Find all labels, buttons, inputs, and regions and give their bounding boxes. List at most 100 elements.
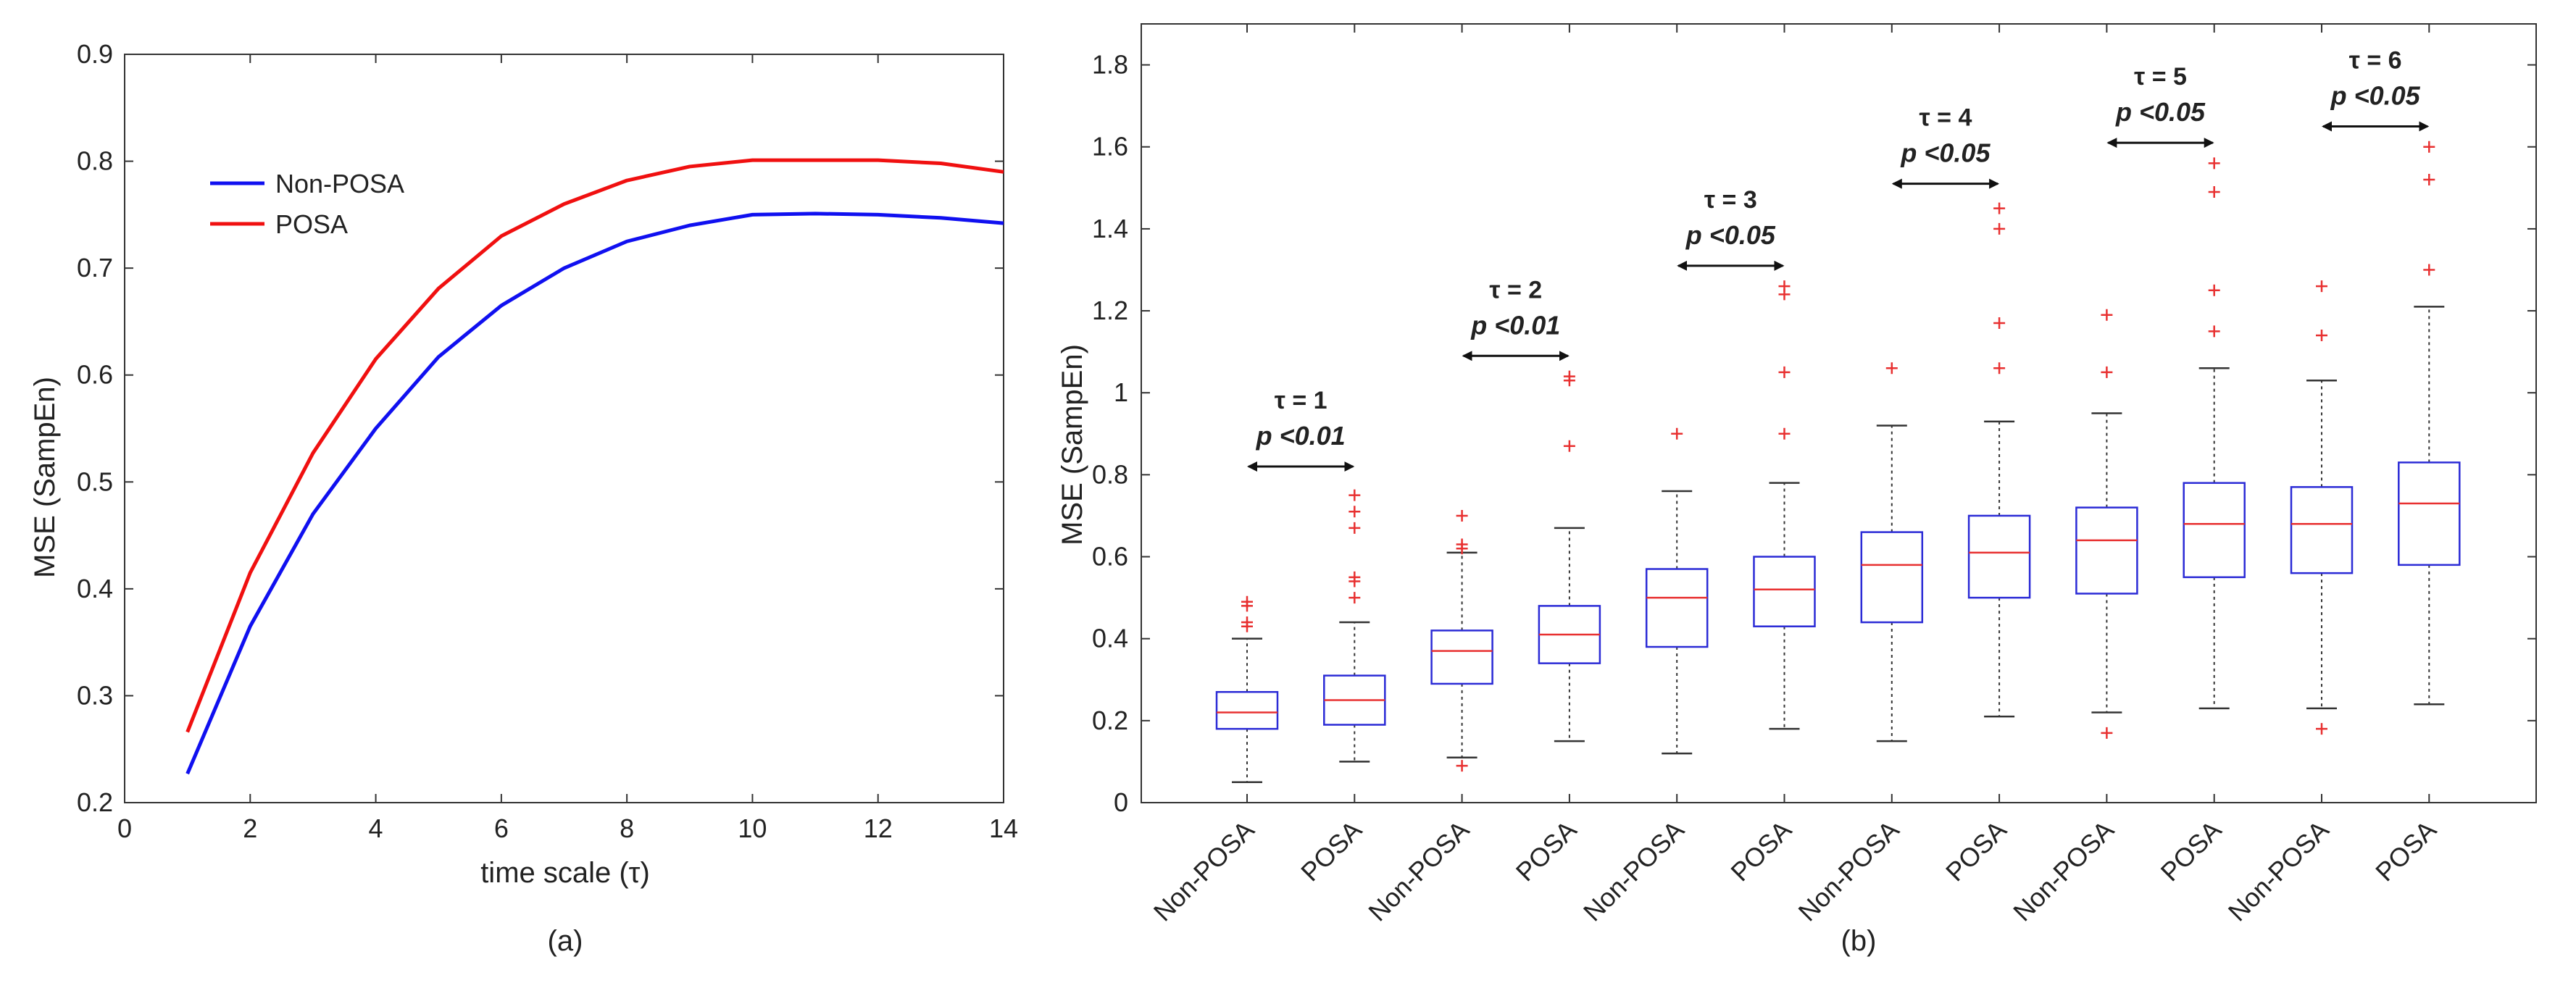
y-tick-label: 1.4 <box>1092 214 1128 243</box>
box-iqr <box>1967 514 2031 599</box>
x-tick-label: POSA <box>1725 815 1797 887</box>
y-tick-label: 0.8 <box>77 146 113 176</box>
box-outlier-marker <box>1993 317 2006 330</box>
panel-a-label: (a) <box>548 925 583 957</box>
y-tick-label: 0.8 <box>1092 459 1128 489</box>
box-iqr <box>1215 690 1279 730</box>
box-outlier-marker <box>1885 362 1898 375</box>
series-line-non-posa <box>186 212 1004 775</box>
box-outlier-marker <box>2316 723 2327 735</box>
panel-a-ylabel: MSE (SampEn) <box>29 377 61 578</box>
y-tick-label: 0 <box>1114 787 1128 817</box>
y-tick-label: 0.5 <box>77 467 113 496</box>
x-tick-label: POSA <box>1940 815 2012 887</box>
panel-a: 0 2 4 6 8 10 12 14 0.2 0.3 0.4 0.5 0.6 0.7 0.8 0.9 Non-P… <box>29 39 1018 957</box>
box-outlier-marker <box>1993 222 2006 235</box>
box-outlier-marker <box>1456 538 1468 551</box>
box-iqr <box>1430 629 1493 685</box>
annotation-tau: τ = 1 <box>1275 387 1327 414</box>
box-outlier-marker <box>1349 592 1361 604</box>
y-tick-label: 0.3 <box>77 680 113 710</box>
panel-a-plot-area: 0 2 4 6 8 10 12 14 0.2 0.3 0.4 0.5 0.6 0.7 0.8 0.9 Non-P… <box>77 39 1018 843</box>
box-outlier-marker <box>1778 366 1791 378</box>
box-iqr <box>2398 461 2461 566</box>
x-tick-label: Non-POSA <box>1362 815 1475 927</box>
x-tick-label: 2 <box>243 813 257 843</box>
box-outlier-marker <box>1993 202 2006 214</box>
box-outlier-marker <box>1241 595 1253 608</box>
x-tick-label: 4 <box>369 813 383 843</box>
annotation-p-value: p <0.05 <box>2115 97 2206 127</box>
x-tick-label: POSA <box>2155 815 2227 887</box>
panel-b-label: (b) <box>1841 925 1877 957</box>
box-outlier-marker <box>1778 280 1791 293</box>
box-outlier-marker <box>1349 506 1361 518</box>
box-outlier-marker <box>2423 264 2435 276</box>
x-tick-label: Non-POSA <box>1148 815 1260 927</box>
x-tick-label: POSA <box>2369 815 2442 887</box>
box-iqr <box>1645 568 1709 648</box>
annotation-tau: τ = 2 <box>1489 276 1542 304</box>
box-outlier-marker <box>2101 366 2113 378</box>
x-tick-label: 6 <box>494 813 509 843</box>
box-outlier-marker <box>2208 284 2220 296</box>
annotation-p-value: p <0.01 <box>1470 310 1560 340</box>
box-outlier-marker <box>1563 440 1575 452</box>
panel-a-axes-box <box>124 54 1004 803</box>
box-iqr <box>1860 531 1924 624</box>
legend-label: Non-POSA <box>275 169 404 198</box>
y-tick-label: 0.9 <box>77 39 113 69</box>
y-tick-label: 0.6 <box>77 360 113 390</box>
y-tick-label: 1.8 <box>1092 50 1128 80</box>
box-outlier-marker <box>1349 489 1361 501</box>
box-iqr <box>1753 556 1816 627</box>
y-tick-label: 0.7 <box>77 253 113 283</box>
box-outlier-marker <box>1993 362 2006 375</box>
box-iqr <box>2290 486 2354 574</box>
y-tick-label: 1.6 <box>1092 132 1128 162</box>
box-outlier-marker <box>1349 571 1361 583</box>
x-tick-label: Non-POSA <box>2222 815 2335 927</box>
annotation-tau: τ = 5 <box>2134 63 2187 91</box>
annotation-p-value: p <0.05 <box>1685 220 1776 250</box>
series-line-posa <box>186 158 1004 733</box>
annotation-p-value: p <0.05 <box>1900 138 1991 168</box>
x-tick-label: 0 <box>117 813 132 843</box>
x-tick-label: Non-POSA <box>2007 815 2119 927</box>
y-tick-label: 1 <box>1114 377 1128 407</box>
box-outlier-marker <box>1349 522 1361 534</box>
y-tick-label: 0.4 <box>77 574 113 603</box>
y-tick-label: 0.6 <box>1092 542 1128 572</box>
box-outlier-marker <box>2101 727 2113 739</box>
panel-a-xlabel: time scale (τ) <box>480 857 650 889</box>
x-tick-label: POSA <box>1295 815 1367 887</box>
annotation-tau: τ = 6 <box>2349 46 2402 74</box>
y-tick-label: 0.2 <box>77 787 113 817</box>
annotation-tau: τ = 3 <box>1704 186 1757 214</box>
y-tick-label: 1.2 <box>1092 296 1128 325</box>
x-tick-label: Non-POSA <box>1577 815 1690 927</box>
box-outlier-marker <box>1241 616 1253 629</box>
annotation-tau: τ = 4 <box>1920 104 1972 132</box>
box-iqr <box>2183 482 2246 579</box>
box-outlier-marker <box>2316 330 2327 341</box>
box-outlier-marker <box>1563 370 1575 382</box>
box-outlier-marker <box>2423 174 2435 185</box>
box-outlier-marker <box>1456 760 1468 772</box>
box-outlier-marker <box>2423 141 2435 153</box>
x-tick-label: Non-POSA <box>1793 815 1905 927</box>
x-tick-label: POSA <box>1510 815 1583 887</box>
y-tick-label: 0.4 <box>1092 624 1128 653</box>
annotation-p-value: p <0.01 <box>1256 421 1346 451</box>
x-tick-label: 8 <box>620 813 634 843</box>
box-iqr <box>2075 506 2138 595</box>
box-outlier-marker <box>2316 280 2327 293</box>
x-tick-label: 10 <box>738 813 767 843</box>
panel-b-axes-box <box>1141 23 2537 803</box>
legend-label: POSA <box>275 209 348 239</box>
box-outlier-marker <box>1671 427 1683 440</box>
box-outlier-marker <box>1778 427 1791 440</box>
